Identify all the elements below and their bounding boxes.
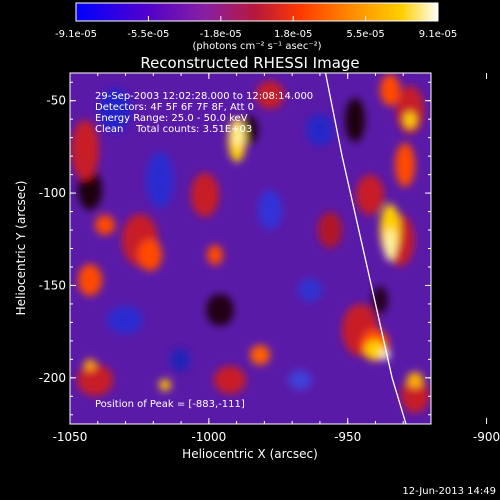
image-blob [298,278,322,302]
x-axis-label: Heliocentric X (arcsec) [182,447,318,461]
colorbar [75,2,439,22]
colorbar-tick-label: -5.5e-05 [127,29,169,40]
info-energy-range: Energy Range: 25.0 - 50.0 keV [95,113,248,124]
image-blob [233,123,243,147]
colorbar-ticks [75,16,439,21]
image-blob [146,152,174,208]
image-blob [206,294,234,326]
image-blob [318,212,342,248]
colorbar-units: (photons cm⁻² s⁻¹ asec⁻²) [192,41,321,52]
image-blob [207,245,223,265]
image-blob [191,173,219,217]
image-blob [95,215,115,235]
image-blob [404,112,416,128]
image-blob [78,170,102,210]
y-tick-label: -100 [39,186,66,200]
image-blob [380,74,400,106]
image-blob [107,306,143,334]
image-blob [256,81,284,109]
colorbar-tick-label: 5.5e-05 [346,29,384,40]
x-tick-label: -900 [473,430,500,444]
colorbar-tick-labels: -9.1e-05 -5.5e-05 -1.8e-05 1.8e-05 5.5e-05 9.… [55,29,457,40]
y-axis-ticks: -50 -100 -150 -200 [39,81,431,416]
image-blob [384,229,396,261]
image-blob [77,364,113,396]
colorbar-tick-label: 9.1e-05 [419,29,457,40]
plot-title: Reconstructed RHESSI Image [140,54,359,72]
image-blob [170,348,190,372]
image-blob [407,372,423,388]
x-tick-label: -1000 [191,430,226,444]
info-time-range: 29-Sep-2003 12:02:28.000 to 12:08:14.000 [95,91,313,102]
image-blob [401,377,429,413]
colorbar-tick-label: -9.1e-05 [55,29,97,40]
image-blob [306,114,334,146]
colorbar-tick-label: 1.8e-05 [274,29,312,40]
image-blob [84,359,96,371]
image-blob [258,190,282,230]
colorbar-tick-label: -1.8e-05 [200,29,242,40]
x-tick-label: -950 [334,430,361,444]
y-tick-label: -50 [46,94,66,108]
peak-position-label: Position of Peak = [-883,-111] [95,399,245,410]
image-blob [71,120,99,180]
image-blob [78,264,102,296]
y-axis-label: Heliocentric Y (arcsec) [14,181,28,316]
image-blob [159,379,171,391]
image-blob [380,350,390,360]
image-blob [250,345,270,365]
image-blob [396,86,424,134]
timestamp: 12-Jun-2013 14:49 [402,486,496,497]
info-clean-counts: Clean Total counts: 3.51E+03 [95,124,252,135]
image-blob [288,370,312,390]
image-blob [345,98,365,142]
image-blob [138,239,162,271]
info-detectors: Detectors: 4F 5F 6F 7F 8F, Att 0 [95,102,254,113]
image-blob [214,366,246,394]
rhessi-image [70,73,431,424]
y-tick-label: -200 [39,371,66,385]
x-tick-label: -1050 [53,430,88,444]
image-blob [99,88,131,132]
image-blob [395,143,415,187]
x-axis-ticks: -1050 -1000 -950 -900 [53,73,500,444]
image-blob [356,175,384,215]
image-blob [242,116,258,144]
y-tick-label: -150 [39,278,66,292]
solar-limb-line [324,73,407,424]
